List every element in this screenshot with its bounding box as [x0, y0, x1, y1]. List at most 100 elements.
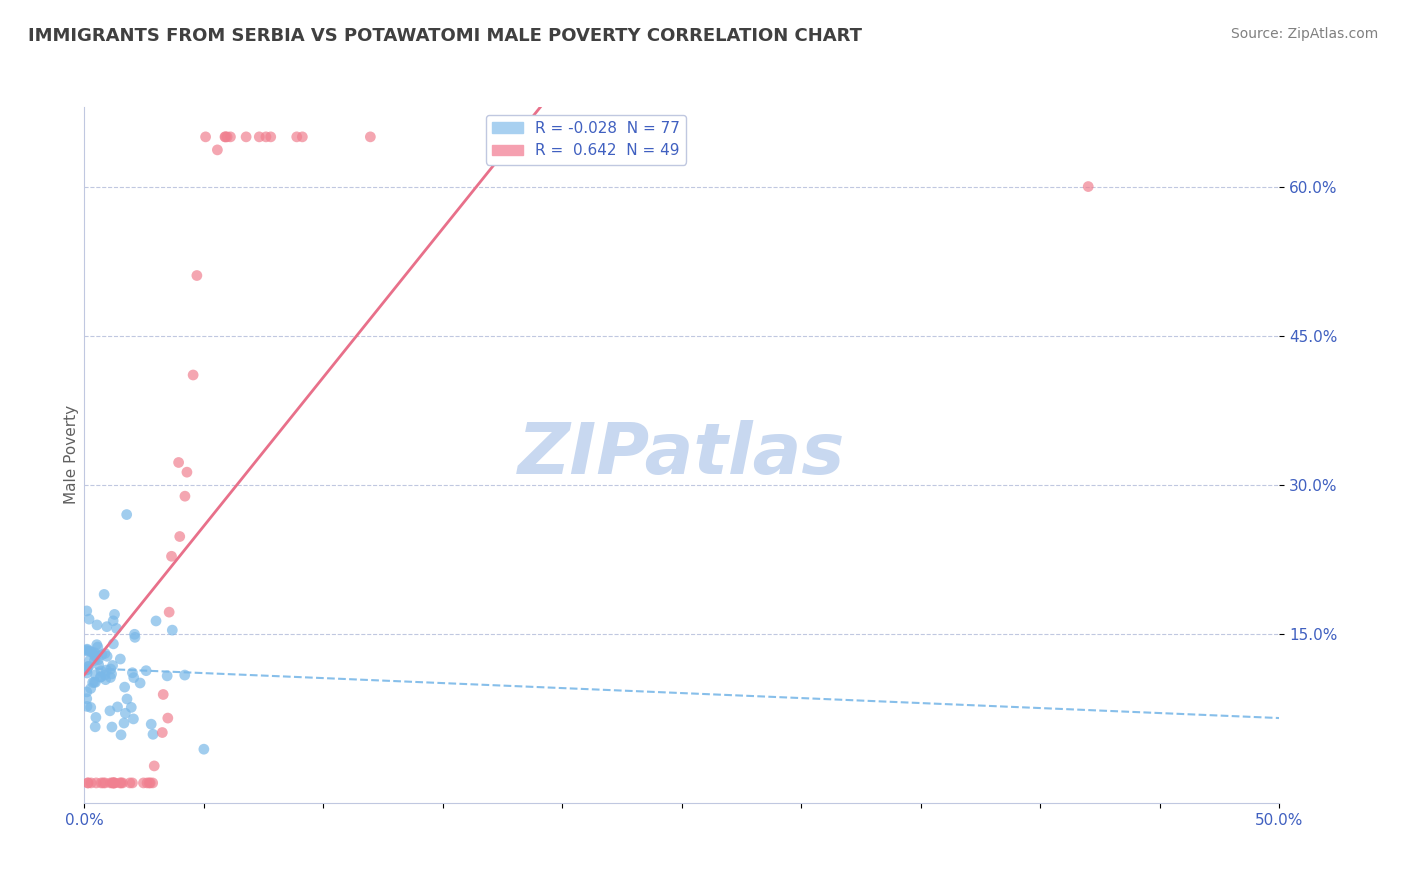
Point [76, 699, 98, 714]
Point [186, 268, 208, 283]
Point [76, 643, 98, 657]
Point [100, 671, 122, 685]
Point [76, 604, 98, 618]
Point [156, 669, 179, 683]
Point [132, 776, 155, 790]
Point [76, 691, 98, 706]
Point [135, 664, 157, 678]
Point [83, 654, 105, 668]
Y-axis label: Male Poverty: Male Poverty [63, 405, 79, 505]
Point [93, 587, 115, 601]
Point [160, 549, 183, 564]
Point [136, 776, 159, 790]
Point [90, 648, 112, 662]
Point [194, 129, 217, 144]
Point [83, 648, 105, 663]
Point [76, 776, 98, 790]
Point [87, 653, 110, 667]
Point [76, 644, 98, 658]
Point [285, 129, 308, 144]
Point [111, 776, 134, 790]
Point [101, 776, 124, 790]
Point [138, 776, 160, 790]
Point [110, 776, 132, 790]
Point [104, 776, 127, 790]
Point [174, 489, 197, 503]
Point [143, 759, 166, 773]
Point [94, 776, 117, 790]
Point [96, 649, 118, 664]
Point [94, 668, 117, 682]
Point [214, 129, 236, 144]
Point [100, 662, 122, 676]
Point [89, 670, 111, 684]
Point [112, 716, 135, 731]
Point [76, 666, 98, 681]
Point [86, 648, 108, 663]
Point [162, 623, 184, 637]
Point [90, 776, 112, 790]
Point [96, 620, 118, 634]
Point [142, 776, 165, 790]
Point [100, 776, 122, 790]
Point [84, 675, 107, 690]
Point [76, 659, 98, 673]
Point [121, 665, 143, 680]
Point [217, 129, 239, 144]
Point [91, 776, 114, 790]
Point [90, 664, 112, 678]
Point [79, 654, 101, 668]
Point [90, 670, 112, 684]
Point [103, 637, 125, 651]
Legend: R = -0.028  N = 77, R =  0.642  N = 49: R = -0.028 N = 77, R = 0.642 N = 49 [486, 115, 686, 164]
Point [103, 776, 125, 790]
Point [176, 465, 198, 479]
Point [83, 675, 105, 690]
Point [101, 776, 124, 790]
Point [157, 605, 180, 619]
Point [193, 742, 215, 756]
Point [122, 712, 145, 726]
Point [150, 725, 173, 739]
Point [94, 673, 117, 687]
Point [100, 667, 122, 681]
Point [96, 663, 118, 677]
Point [115, 692, 138, 706]
Point [235, 129, 257, 144]
Point [84, 720, 107, 734]
Point [254, 129, 277, 144]
Point [107, 699, 129, 714]
Point [80, 700, 103, 714]
Point [114, 680, 136, 694]
Point [86, 618, 108, 632]
Point [87, 640, 110, 654]
Point [260, 129, 283, 144]
Point [82, 675, 104, 690]
Point [173, 668, 195, 682]
Point [124, 627, 146, 641]
Point [103, 776, 125, 790]
Point [120, 700, 142, 714]
Point [76, 685, 98, 699]
Point [101, 720, 124, 734]
Point [103, 607, 125, 622]
Point [115, 508, 138, 522]
Point [129, 676, 152, 690]
Point [80, 645, 103, 659]
Point [86, 638, 108, 652]
Point [124, 631, 146, 645]
Point [76, 642, 98, 657]
Point [219, 129, 242, 144]
Point [121, 776, 143, 790]
Text: ZIPatlas: ZIPatlas [519, 420, 845, 490]
Point [80, 776, 103, 790]
Point [142, 727, 165, 741]
Point [181, 368, 204, 382]
Point [80, 681, 103, 696]
Point [169, 529, 191, 543]
Point [122, 671, 145, 685]
Point [84, 710, 107, 724]
Point [77, 659, 100, 673]
Point [152, 688, 174, 702]
Point [167, 455, 190, 469]
